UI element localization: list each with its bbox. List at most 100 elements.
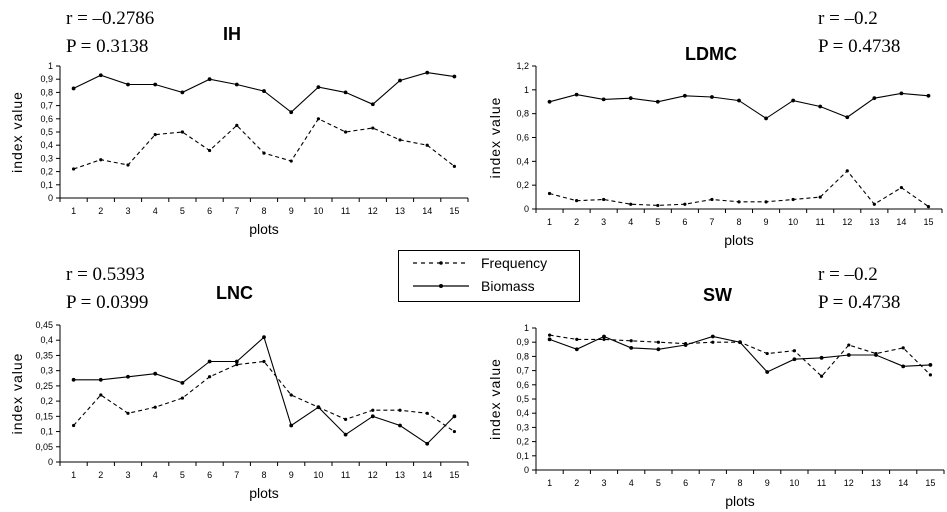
x-tick-label: 6: [683, 478, 688, 488]
y-tick-label: 1: [524, 323, 529, 333]
biomass-point: [574, 92, 579, 97]
y-tick-label: 0,4: [40, 140, 53, 150]
x-tick-label: 15: [925, 478, 935, 488]
x-tick-label: 10: [313, 470, 323, 480]
x-tick-label: 2: [98, 206, 103, 216]
biomass-point: [153, 82, 158, 87]
frequency-point: [737, 200, 741, 204]
biomass-series-line: [73, 336, 455, 445]
biomass-point: [846, 353, 851, 357]
biomass-point: [655, 99, 660, 104]
frequency-point: [928, 373, 932, 377]
x-tick-label: 15: [923, 217, 933, 227]
dashed-line-icon: [413, 261, 469, 265]
frequency-point: [153, 133, 157, 137]
y-tick-label: 0,15: [35, 411, 53, 421]
x-tick-label: 3: [601, 217, 606, 227]
biomass-point: [71, 86, 76, 91]
legend-frequency-label: Frequency: [481, 255, 548, 271]
x-tick-label: 8: [261, 470, 266, 480]
y-tick-label: 0,4: [40, 335, 53, 345]
ih-p-value: P = 0.3138: [66, 36, 149, 57]
y-tick-label: 0,6: [516, 133, 529, 143]
legend-frequency: Frequency: [399, 253, 579, 275]
sw-chart: 00,10,20,30,40,50,60,70,80,911 2 3 4 5 6 7 8 9 10…: [487, 323, 945, 509]
frequency-point: [602, 197, 606, 202]
ih-title: IH: [223, 24, 241, 44]
biomass-point: [928, 363, 933, 367]
biomass-point: [98, 377, 103, 382]
biomass-point: [316, 85, 321, 90]
x-tick-label: 15: [449, 470, 459, 480]
biomass-point: [547, 99, 552, 104]
legend: Frequency Biomass: [398, 250, 580, 302]
frequency-point: [289, 159, 293, 163]
ldmc-title: LDMC: [685, 44, 737, 64]
y-tick-label: 0: [48, 193, 53, 203]
y-tick-label: 0,1: [40, 180, 53, 190]
y-axis-label: index value: [9, 91, 25, 173]
lnc-r-value: r = 0.5393: [66, 264, 145, 285]
frequency-point: [398, 138, 402, 142]
frequency-point: [901, 346, 905, 350]
x-tick-label: 2: [98, 470, 103, 480]
y-tick-label: 1,2: [516, 61, 529, 71]
biomass-point: [737, 98, 741, 103]
frequency-point: [818, 195, 822, 199]
frequency-point: [791, 197, 795, 202]
frequency-point: [180, 396, 184, 400]
x-tick-label: 14: [422, 206, 432, 216]
y-tick-label: 0: [524, 465, 529, 475]
x-tick-label: 9: [765, 478, 770, 488]
frequency-point: [208, 148, 212, 153]
biomass-point: [765, 370, 770, 374]
biomass-point: [180, 90, 185, 95]
ih-r-value: r = –0.2786: [66, 8, 155, 29]
x-tick-label: 9: [289, 206, 294, 216]
frequency-point: [180, 130, 184, 134]
biomass-point: [656, 347, 661, 352]
y-tick-label: 0,35: [35, 350, 53, 360]
y-tick-label: 0,2: [516, 180, 529, 190]
frequency-point: [710, 197, 714, 202]
x-tick-label: 8: [261, 206, 266, 216]
frequency-point: [548, 333, 552, 337]
frequency-point: [153, 405, 157, 409]
biomass-point: [547, 337, 552, 342]
frequency-point: [99, 158, 103, 162]
x-tick-label: 11: [816, 217, 825, 227]
x-tick-label: 8: [737, 478, 742, 488]
y-tick-label: 0,7: [40, 101, 53, 111]
x-tick-label: 6: [207, 206, 212, 216]
frequency-point: [926, 205, 931, 209]
x-tick-label: 9: [764, 217, 769, 227]
biomass-point: [71, 377, 76, 382]
y-tick-label: 0,8: [516, 351, 529, 361]
biomass-point: [872, 96, 877, 101]
biomass-point: [98, 73, 103, 78]
frequency-point: [683, 202, 687, 206]
y-tick-label: 0,4: [516, 408, 529, 418]
lnc-chart: 00,050,10,150,20,250,30,350,40,451 2 3 4 5 6 7…: [9, 320, 469, 501]
frequency-point: [208, 375, 212, 379]
y-tick-label: 0,6: [40, 114, 53, 124]
biomass-point: [452, 414, 457, 419]
x-tick-label: 14: [896, 217, 906, 227]
y-tick-label: 0,3: [516, 422, 529, 432]
x-tick-label: 1: [547, 478, 552, 488]
y-tick-label: 0,2: [40, 396, 53, 406]
biomass-point: [926, 93, 931, 98]
x-tick-label: 4: [153, 206, 158, 216]
frequency-point: [126, 163, 130, 167]
x-axis-label: plots: [249, 221, 279, 237]
x-tick-label: 3: [601, 478, 606, 488]
x-tick-label: 4: [628, 217, 633, 227]
x-tick-label: 5: [180, 206, 185, 216]
y-tick-label: 0,45: [35, 320, 53, 330]
x-tick-label: 5: [655, 217, 660, 227]
frequency-point: [765, 351, 769, 356]
frequency-point: [764, 200, 768, 204]
x-axis-label: plots: [249, 485, 279, 501]
x-tick-label: 4: [629, 478, 634, 488]
biomass-point: [901, 364, 906, 369]
